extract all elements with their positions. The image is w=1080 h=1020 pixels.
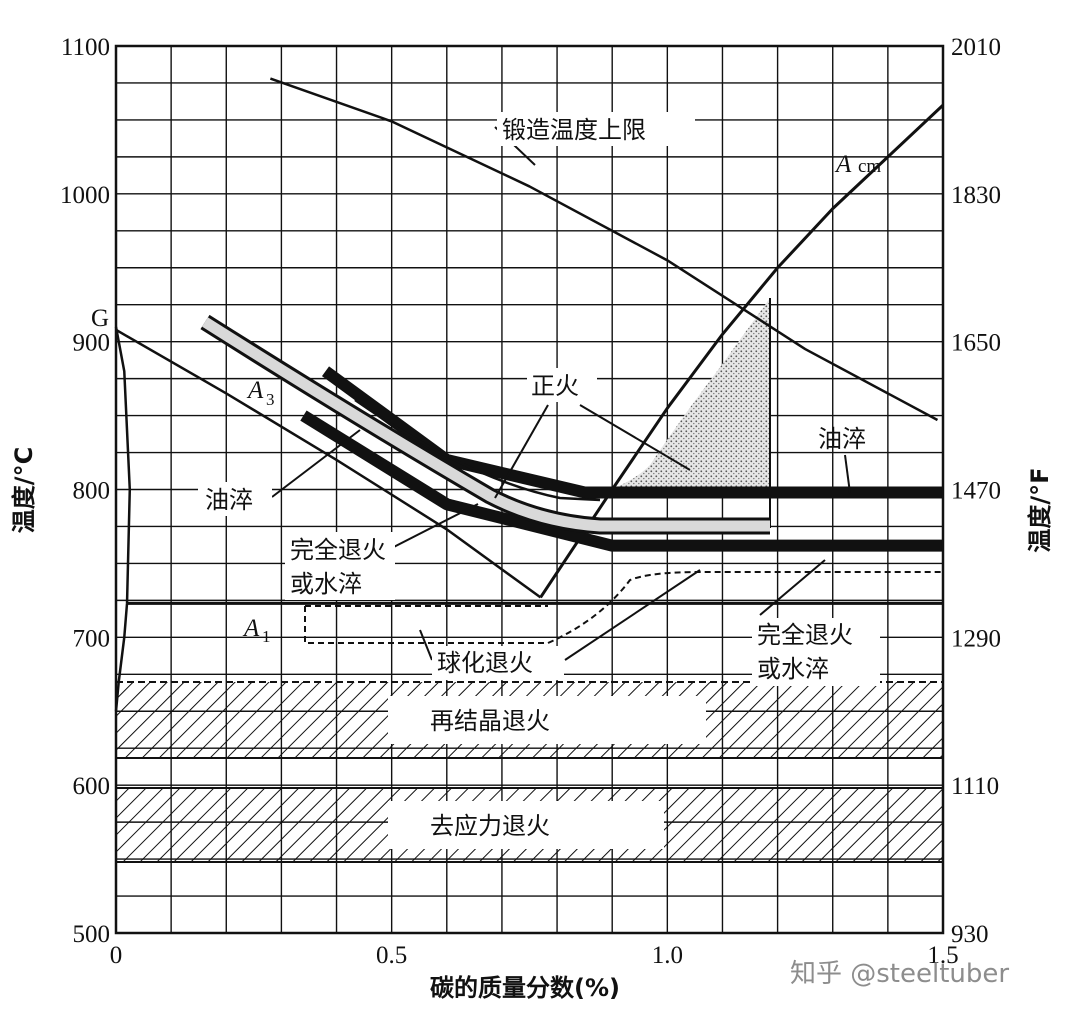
- forging-label-box: [497, 112, 695, 146]
- y-tick-label-celsius: 1100: [61, 34, 110, 61]
- label-a3-A: A: [246, 377, 264, 404]
- series-line-5: [300, 410, 943, 552]
- oil-left-label-box: [198, 482, 272, 516]
- label-oil-quench-left: 油淬: [205, 486, 253, 514]
- leader-normalizing-1: [494, 404, 549, 499]
- label-full-anneal-left-1: 完全退火: [290, 536, 386, 564]
- normalizing-shade: [560, 298, 770, 500]
- stress-relief-label-box: [388, 801, 664, 849]
- series-oil-quench-band-inner: [202, 317, 770, 532]
- leader-spheroidize-2: [564, 569, 701, 661]
- watermark: 知乎 @steeltuber: [790, 959, 1009, 989]
- label-full-anneal-right-1: 完全退火: [757, 621, 853, 649]
- curves: [114, 77, 945, 712]
- label-full-anneal-left-2: 或水淬: [290, 570, 362, 598]
- x-axis-label: 碳的质量分数(%): [430, 974, 620, 1002]
- y-axis-right-label: 温度/°F: [1026, 467, 1054, 552]
- label-a1-sub: 1: [262, 627, 271, 646]
- leader-full-right: [759, 559, 826, 616]
- spheroidize-dashed-outline: [304, 571, 943, 644]
- recrystallization-label-box: [388, 696, 706, 744]
- y-tick-label-celsius: 700: [73, 625, 111, 652]
- plot-frame: [114, 44, 945, 935]
- label-a1-A: A: [242, 615, 260, 642]
- y-tick-label-celsius: 1000: [60, 182, 110, 209]
- label-spheroidize: 球化退火: [437, 649, 533, 677]
- series-line-1: [539, 104, 945, 599]
- y-tick-label-fahrenheit: 1650: [951, 330, 1001, 357]
- tick-labels: 0 0.5 1.0 1.5 500 600 700 800 900 1000 1100 930 1110…: [60, 34, 1001, 969]
- y-tick-label-fahrenheit: 1110: [951, 773, 999, 800]
- label-acm-A: A: [834, 151, 852, 178]
- y-tick-label-celsius: 600: [73, 773, 111, 800]
- y-tick-label-fahrenheit: 1290: [951, 625, 1001, 652]
- label-recrystallization: 再结晶退火: [430, 707, 550, 735]
- y-tick-label-fahrenheit: 1470: [951, 478, 1001, 505]
- x-tick-label: 0: [110, 942, 123, 969]
- y-tick-label-celsius: 800: [73, 478, 111, 505]
- series-line-7: [114, 326, 132, 712]
- series-line-3: [269, 77, 939, 422]
- label-forging-limit: 锻造温度上限: [502, 116, 646, 144]
- y-tick-label-celsius: 500: [73, 921, 111, 948]
- normalizing-label-box: [527, 368, 597, 402]
- label-a3-sub: 3: [266, 390, 275, 409]
- label-full-anneal-right-2: 或水淬: [757, 655, 829, 683]
- annealing-bands: [116, 681, 943, 863]
- leader-normalizing-2: [579, 404, 691, 471]
- spheroidize-label-box: [432, 646, 564, 680]
- y-tick-label-fahrenheit: 1830: [951, 182, 1001, 209]
- spheroidize-region: [304, 571, 943, 644]
- label-oil-quench-right: 油淬: [818, 425, 866, 453]
- y-axis-left-label: 温度/°C: [10, 447, 38, 533]
- label-acm-sub: cm: [858, 156, 881, 177]
- leader-oil-left: [271, 429, 361, 498]
- series-line-4: [321, 366, 943, 499]
- label-g-point: G: [91, 305, 109, 332]
- outlined-quench-band: [200, 314, 770, 535]
- y-tick-label-fahrenheit: 2010: [951, 34, 1001, 61]
- x-tick-label: 1.0: [652, 942, 683, 969]
- series-line-0: [115, 328, 542, 599]
- label-normalizing: 正火: [531, 372, 579, 400]
- leader-spheroidize-1: [419, 629, 433, 661]
- label-stress-relief: 去应力退火: [430, 812, 550, 840]
- x-tick-label: 0.5: [376, 942, 407, 969]
- leader-oil-right: [844, 454, 851, 494]
- series-thin-line-a: [354, 398, 601, 502]
- y-tick-label-fahrenheit: 930: [951, 921, 989, 948]
- y-tick-label-celsius: 900: [73, 330, 111, 357]
- x-tick-label: 1.5: [927, 942, 958, 969]
- full-right-label-box: [752, 618, 880, 686]
- full-left-label-box: [285, 532, 395, 600]
